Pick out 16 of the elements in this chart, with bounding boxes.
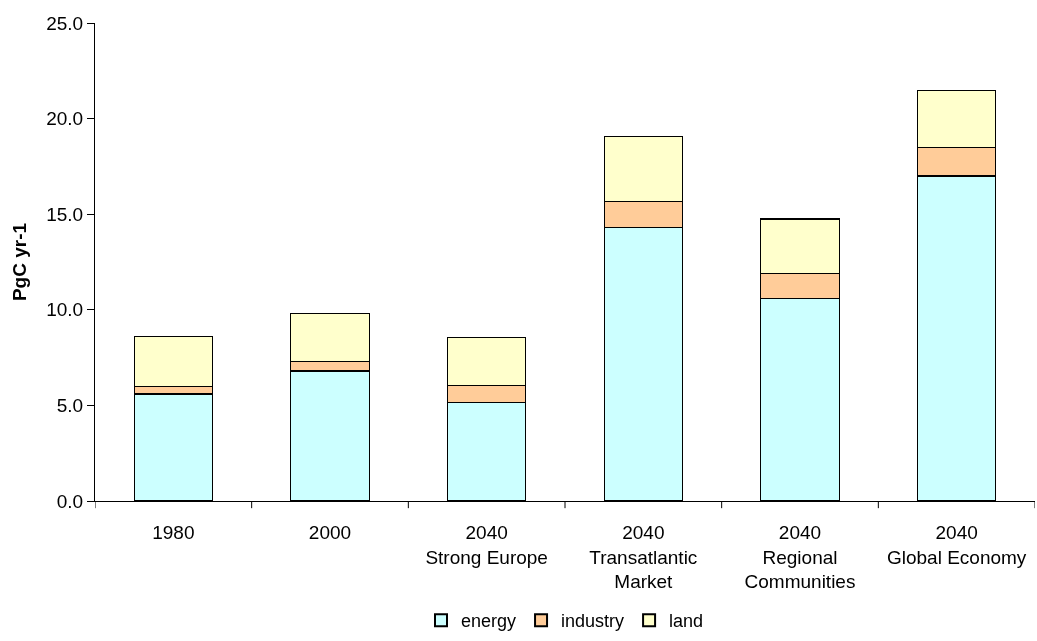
y-tick-label: 20.0 [46, 108, 84, 130]
x-tick-label: 2040 Global Economy [886, 521, 1027, 568]
y-tick-label: 0.0 [56, 490, 84, 512]
y-tick-label: 15.0 [46, 203, 84, 225]
y-tick-label: 5.0 [56, 395, 84, 417]
x-tick-label: 1980 [152, 521, 195, 543]
legend-label: industry [561, 611, 625, 632]
legend-label: energy [461, 611, 517, 632]
x-tick-label: 2040 Transatlantic Market [589, 521, 698, 593]
y-axis-title: PgC yr-1 [9, 222, 31, 302]
x-tick-label: 2040 Strong Europe [425, 521, 548, 568]
y-tick-label: 25.0 [46, 12, 84, 34]
x-tick-label: 2000 [308, 521, 352, 543]
x-tick-label: 2040 Regional Communities [744, 521, 856, 593]
legend-label: land [669, 611, 704, 632]
y-tick-label: 10.0 [46, 299, 84, 321]
